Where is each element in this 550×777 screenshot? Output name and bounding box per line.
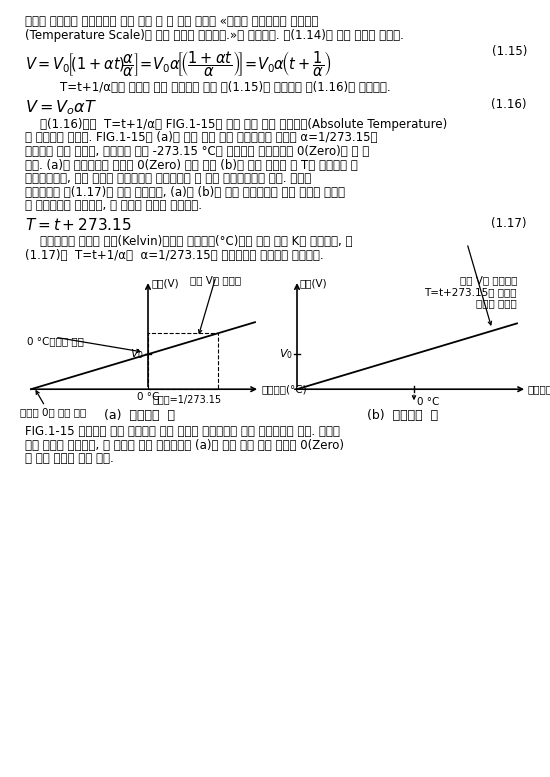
Text: 절대온도는 식(1.17)과 같이 표현되며, (a)와 (b)는 단지 좌표이동만 시킨 것이기 때문에: 절대온도는 식(1.17)과 같이 표현되며, (a)와 (b)는 단지 좌표이… (25, 186, 345, 199)
Text: $V_0$: $V_0$ (279, 347, 293, 361)
Text: 체적 V의 그래프: 체적 V의 그래프 (190, 275, 241, 285)
Text: 절대온도(K): 절대온도(K) (528, 384, 550, 394)
Text: 체적(V): 체적(V) (151, 278, 179, 288)
Text: 표이동시키고, 이들 새로운 온도좌표의 기준점으로 한 것을 절대온도라고 한다. 따라서: 표이동시키고, 이들 새로운 온도좌표의 기준점으로 한 것을 절대온도라고 한… (25, 172, 311, 185)
Text: 이다. (a)의 그래프에서 체적이 0(Zero) 되는 점을 (b)와 같이 새로운 축 T의 원점으로 좌: 이다. (a)의 그래프에서 체적이 0(Zero) 되는 점을 (b)와 같이… (25, 159, 358, 172)
Text: (1.15): (1.15) (492, 45, 527, 58)
Text: (b)  절대온도  축: (b) 절대온도 축 (367, 409, 438, 422)
Text: 기울기=1/273.15: 기울기=1/273.15 (153, 394, 222, 404)
Text: 이 되는 경우는 결코 없다.: 이 되는 경우는 결코 없다. (25, 452, 114, 465)
Text: 기울기를 가질 것이며, 섭씨온도 축의 -273.15 °C의 온도에서 기체체적은 0(Zero)이 될 것: 기울기를 가질 것이며, 섭씨온도 축의 -273.15 °C의 온도에서 기체… (25, 145, 369, 158)
Text: 0 °C: 0 °C (137, 392, 159, 402)
Text: FIG.1-15 섭씨온도 축과 절대온도 축에 표현한 온도변화에 대한 기체체적의 변화. 실제기: FIG.1-15 섭씨온도 축과 절대온도 축에 표현한 온도변화에 대한 기체… (25, 425, 340, 438)
Text: $V= V_0\!\left[\!\left(1+\alpha t\right)\!\dfrac{\alpha}{\alpha}\right]\!=\!V_0\: $V= V_0\!\left[\!\left(1+\alpha t\right)… (25, 49, 332, 78)
Text: (1.17): (1.17) (492, 217, 527, 230)
Text: T=t+1/α라는 새로운 양을 정의하고 이들 식(1.15)에 대입하면 식(1.16)이 구해진다.: T=t+1/α라는 새로운 양을 정의하고 이들 식(1.15)에 대입하면 식… (45, 82, 390, 94)
Text: $V_0$: $V_0$ (130, 347, 144, 361)
Text: 절대온도의 단위는 캘빈(Kelvin)으로서 섭씨온도(°C)와는 달리 단지 K로 표현하며, 식: 절대온도의 단위는 캘빈(Kelvin)으로서 섭씨온도(°C)와는 달리 단지… (25, 235, 353, 248)
Text: 섭씨온도(°C): 섭씨온도(°C) (261, 384, 307, 394)
Text: 체적 V의 그래프를
T=t+273.15의 좌표로
이용한 그래프: 체적 V의 그래프를 T=t+273.15의 좌표로 이용한 그래프 (425, 275, 517, 308)
Text: 체적이 0가 되는 온도: 체적이 0가 되는 온도 (20, 407, 86, 417)
Text: (1.17)은  T=t+1/α에  α=1/273.15을 대입하여도 동일하게 구해진다.: (1.17)은 T=t+1/α에 α=1/273.15을 대입하여도 동일하게 … (25, 249, 323, 262)
Text: $T = t + 273.15$: $T = t + 273.15$ (25, 217, 131, 233)
Text: (a)  섭씨온도  축: (a) 섭씨온도 축 (104, 409, 175, 422)
Text: 체적(V): 체적(V) (300, 278, 328, 288)
Text: 정확히 측정하면 온도변화에 대한 양을 알 수 있기 때문에 «기체의 체적변화가 온도눈금: 정확히 측정하면 온도변화에 대한 양을 알 수 있기 때문에 «기체의 체적변… (25, 15, 318, 28)
Text: 체는 입자로 이루어진, 즉 실체가 있는 물질이므로 (a)에 보인 것과 같이 체적이 0(Zero): 체는 입자로 이루어진, 즉 실체가 있는 물질이므로 (a)에 보인 것과 같… (25, 439, 344, 451)
Text: 0 °C에서의 체적: 0 °C에서의 체적 (27, 336, 84, 347)
Text: (Temperature Scale)에 대한 정보를 제공한다.»는 사실이다. 식(1.14)를 약간 변형해 보겠다.: (Temperature Scale)에 대한 정보를 제공한다.»는 사실이다… (25, 29, 404, 42)
Text: (1.16): (1.16) (492, 98, 527, 111)
Text: 0 °C: 0 °C (417, 397, 439, 407)
Text: 를 나타내는 것이다. FIG.1-15의 (a)에 보인 것과 같이 기체체적의 변화는 α=1/273.15의: 를 나타내는 것이다. FIG.1-15의 (a)에 보인 것과 같이 기체체적… (25, 131, 377, 145)
Text: 식(1.16)에서  T=t+1/α는 FIG.1-15에 보인 것과 같이 절대온도(Absolute Temperature): 식(1.16)에서 T=t+1/α는 FIG.1-15에 보인 것과 같이 절대… (25, 118, 447, 131)
Text: $V = V_o\alpha T$: $V = V_o\alpha T$ (25, 98, 97, 117)
Text: 두 온도좌표의 눈금크기, 즉 눈금의 간격은 동일하다.: 두 온도좌표의 눈금크기, 즉 눈금의 간격은 동일하다. (25, 200, 202, 212)
